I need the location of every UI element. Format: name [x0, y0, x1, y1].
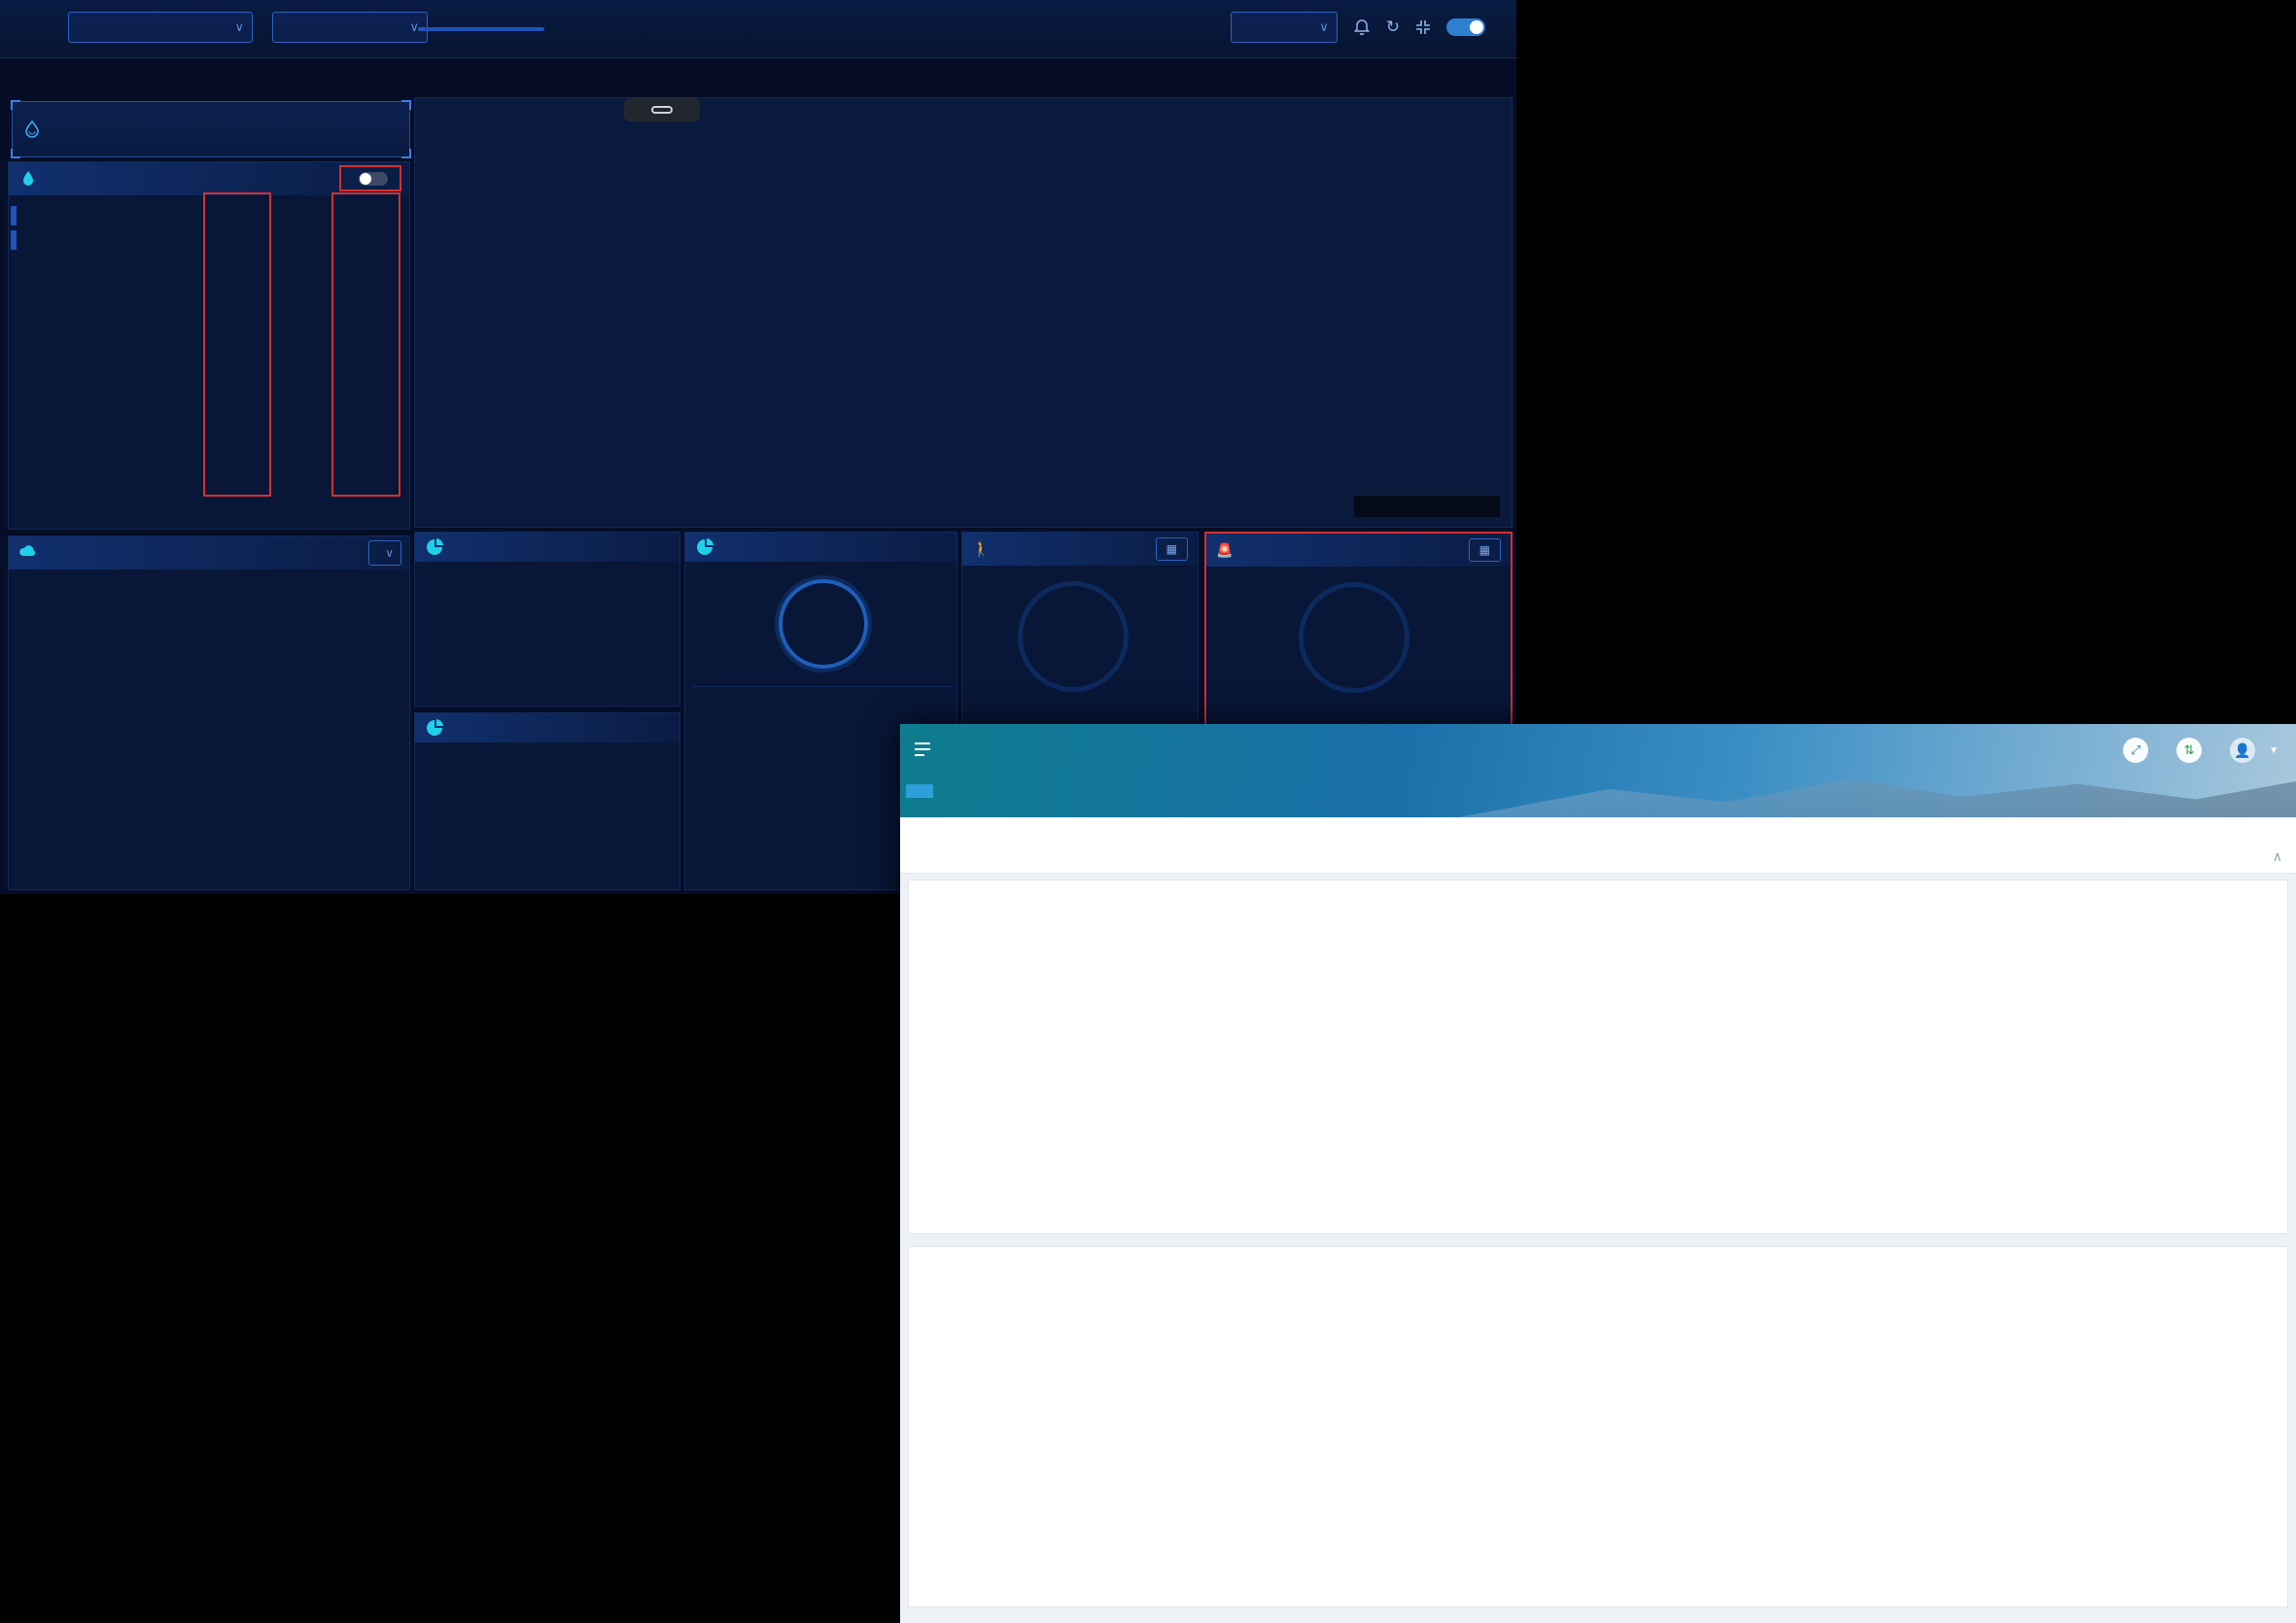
realtime-water-panel: [8, 161, 410, 530]
switch-icon: ⇅: [2176, 738, 2203, 763]
auto-point-stat: [693, 605, 767, 608]
chevron-down-icon: ▼: [2269, 744, 2279, 756]
pie-icon: [697, 538, 713, 555]
region-select[interactable]: ∨: [68, 12, 253, 43]
map-panel: [414, 97, 1513, 528]
pie-icon: [427, 538, 443, 555]
water-drop-icon: [23, 171, 33, 186]
reservoir-overview-card: [11, 100, 411, 158]
dark-mode-toggle[interactable]: [1446, 18, 1485, 36]
pie-icon: [427, 719, 443, 736]
alarm-icon: 🚨: [1216, 541, 1234, 558]
warning-panel-header: 🚨 ▦: [1206, 534, 1511, 567]
chevron-down-icon: ∨: [234, 19, 244, 34]
header-controls: ∨ ↻: [1230, 12, 1501, 43]
esc-keycap: [651, 106, 673, 114]
refresh-mode-select[interactable]: ∨: [1230, 12, 1338, 43]
device-panel-header: [685, 533, 957, 562]
patrol-year-select[interactable]: ▦: [1155, 537, 1188, 561]
bell-icon[interactable]: [1353, 18, 1371, 36]
scrollbar[interactable]: [11, 230, 17, 250]
rain-range-select[interactable]: ∨: [368, 540, 401, 566]
water-panel-header: [9, 162, 409, 195]
header-decoration: [418, 27, 544, 31]
section-card-upb: [908, 1246, 2288, 1607]
weather-bar: [12, 64, 410, 97]
mountain-art: [1458, 778, 2296, 817]
system-switch-button[interactable]: ⇅: [2176, 738, 2209, 763]
highlight-over-column: [331, 192, 400, 497]
flood-alert-chip: [339, 165, 401, 191]
section-card-upa: [908, 880, 2288, 1234]
auto-panel-header: [415, 713, 679, 742]
user-menu[interactable]: 👤 ▼: [2230, 738, 2279, 763]
reservoir-icon: [25, 120, 39, 138]
patrol-panel-header: 🚶 ▦: [962, 533, 1198, 566]
chevron-down-icon: ∨: [1319, 19, 1329, 34]
auto-point-panel: [414, 712, 680, 890]
monitor-window: ⤢ ⇅ 👤 ▼ ∧: [900, 724, 2296, 1623]
highlight-level-column: [203, 192, 271, 497]
device-total-circle: [779, 579, 868, 669]
manual-point-stat: [878, 605, 952, 608]
report-donut-chart: [512, 573, 586, 647]
rain-cloud-icon: [19, 545, 35, 556]
refresh-icon[interactable]: ↻: [1385, 17, 1400, 36]
fullscreen-icon: ⤢: [2123, 738, 2149, 763]
exit-fullscreen-icon[interactable]: [1415, 19, 1431, 35]
patrol-donut-chart: [1023, 586, 1124, 687]
flood-filter-toggle[interactable]: [359, 171, 388, 186]
dashboard-header: ∨ ∨ ∨ ↻: [0, 0, 1516, 58]
reservoir-select[interactable]: ∨: [272, 12, 428, 43]
monitor-actions: ⤢ ⇅ 👤 ▼: [2123, 738, 2279, 763]
collapse-arrow-icon[interactable]: ∧: [2272, 848, 2282, 864]
monitor-filter-bar: [900, 817, 2296, 874]
warning-year-select[interactable]: ▦: [1468, 538, 1501, 562]
report-panel-header: [415, 533, 679, 562]
tab-dam-section-view[interactable]: [906, 784, 933, 798]
menu-icon[interactable]: [914, 742, 931, 757]
breadcrumb[interactable]: [914, 742, 941, 757]
monitor-banner: ⤢ ⇅ 👤 ▼: [900, 724, 2296, 817]
districts-map[interactable]: [415, 128, 1512, 527]
warning-donut-chart: [1304, 587, 1405, 688]
avatar: 👤: [2230, 738, 2256, 763]
map-legend: [1354, 496, 1500, 517]
walker-icon: 🚶: [972, 541, 991, 558]
rain-panel-header: ∨: [9, 536, 409, 570]
divider: [691, 686, 953, 687]
esc-fullscreen-toast: [624, 98, 700, 121]
auto-donut-chart: [514, 752, 584, 822]
enter-fullscreen-button[interactable]: ⤢: [2123, 738, 2155, 763]
chevron-down-icon: ∨: [409, 19, 419, 34]
scrollbar[interactable]: [11, 206, 17, 225]
realtime-rain-panel: ∨: [8, 535, 410, 890]
report-status-panel: [414, 532, 680, 707]
